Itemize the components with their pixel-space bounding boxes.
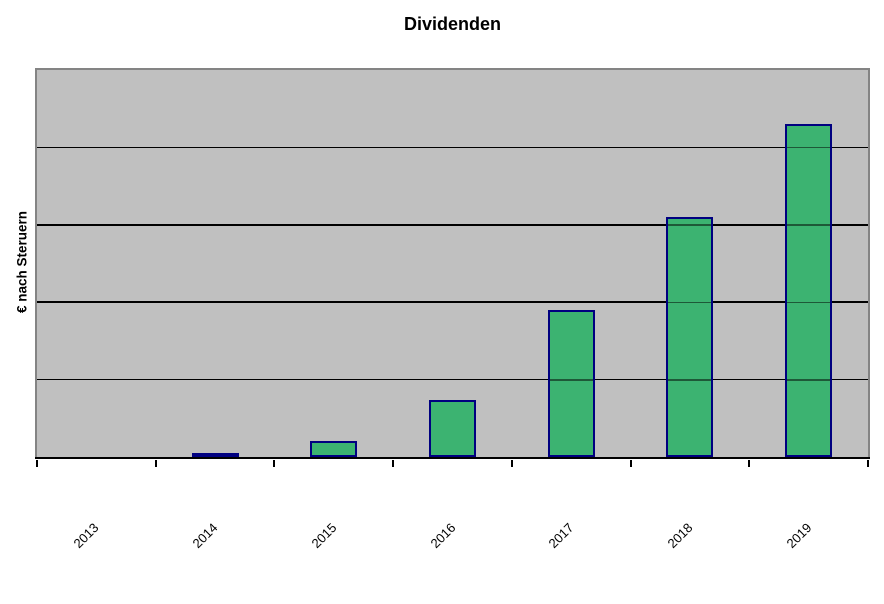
bar-gridline-stripe	[549, 379, 593, 381]
y-axis-title: € nach Steruern	[14, 210, 30, 314]
bar-2015	[310, 440, 358, 457]
bar-gridline-stripe	[668, 379, 712, 381]
x-axis-tick	[154, 459, 157, 467]
bar-gridline-stripe	[668, 301, 712, 304]
bar-2014	[191, 453, 239, 457]
x-axis-label-2017: 2017	[545, 520, 577, 552]
x-axis-label-2018: 2018	[664, 520, 696, 552]
x-axis-label-2015: 2015	[308, 520, 340, 552]
x-axis-tick	[629, 459, 632, 467]
bar-gridline-stripe	[787, 146, 831, 149]
chart-title: Dividenden	[403, 14, 501, 34]
x-axis-label-2019: 2019	[783, 520, 815, 552]
bar-2019	[785, 124, 833, 457]
x-axis-label-2014: 2014	[189, 520, 221, 552]
plot-border-right	[868, 70, 870, 457]
x-axis-line	[35, 456, 870, 459]
x-axis-tick	[510, 459, 513, 467]
bar-gridline-stripe	[787, 379, 831, 381]
x-axis-tick	[392, 459, 395, 467]
x-axis-tick	[748, 459, 751, 467]
bar-gridline-stripe	[787, 301, 831, 304]
gridline	[37, 301, 868, 303]
x-axis-tick	[867, 459, 869, 467]
plot-area	[35, 68, 870, 467]
plot-border-top	[35, 68, 870, 70]
x-axis-tick	[273, 459, 276, 467]
gridline	[37, 224, 868, 226]
bar-2018	[666, 217, 714, 457]
gridline	[37, 146, 868, 149]
x-axis-label-2016: 2016	[427, 520, 459, 552]
x-axis-tick	[36, 459, 38, 467]
bar-gridline-stripe	[787, 224, 831, 226]
bar-2017	[547, 309, 595, 457]
x-axis-label-2013: 2013	[70, 520, 102, 552]
plot-border-left	[35, 70, 37, 457]
gridline	[37, 378, 868, 381]
bar-2016	[429, 399, 476, 457]
bar-gridline-stripe	[668, 224, 712, 226]
